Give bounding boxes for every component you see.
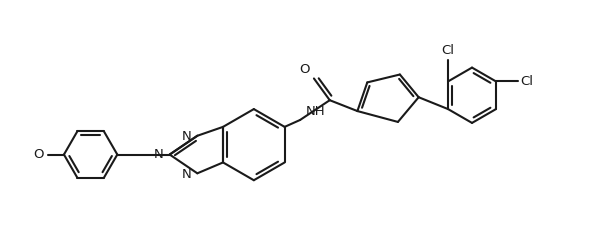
Text: O: O — [34, 148, 44, 161]
Text: NH: NH — [306, 105, 326, 118]
Text: Cl: Cl — [442, 44, 455, 57]
Text: Cl: Cl — [521, 75, 533, 88]
Text: N: N — [182, 130, 192, 143]
Text: N: N — [154, 148, 164, 161]
Text: N: N — [182, 168, 192, 181]
Text: O: O — [299, 63, 310, 76]
